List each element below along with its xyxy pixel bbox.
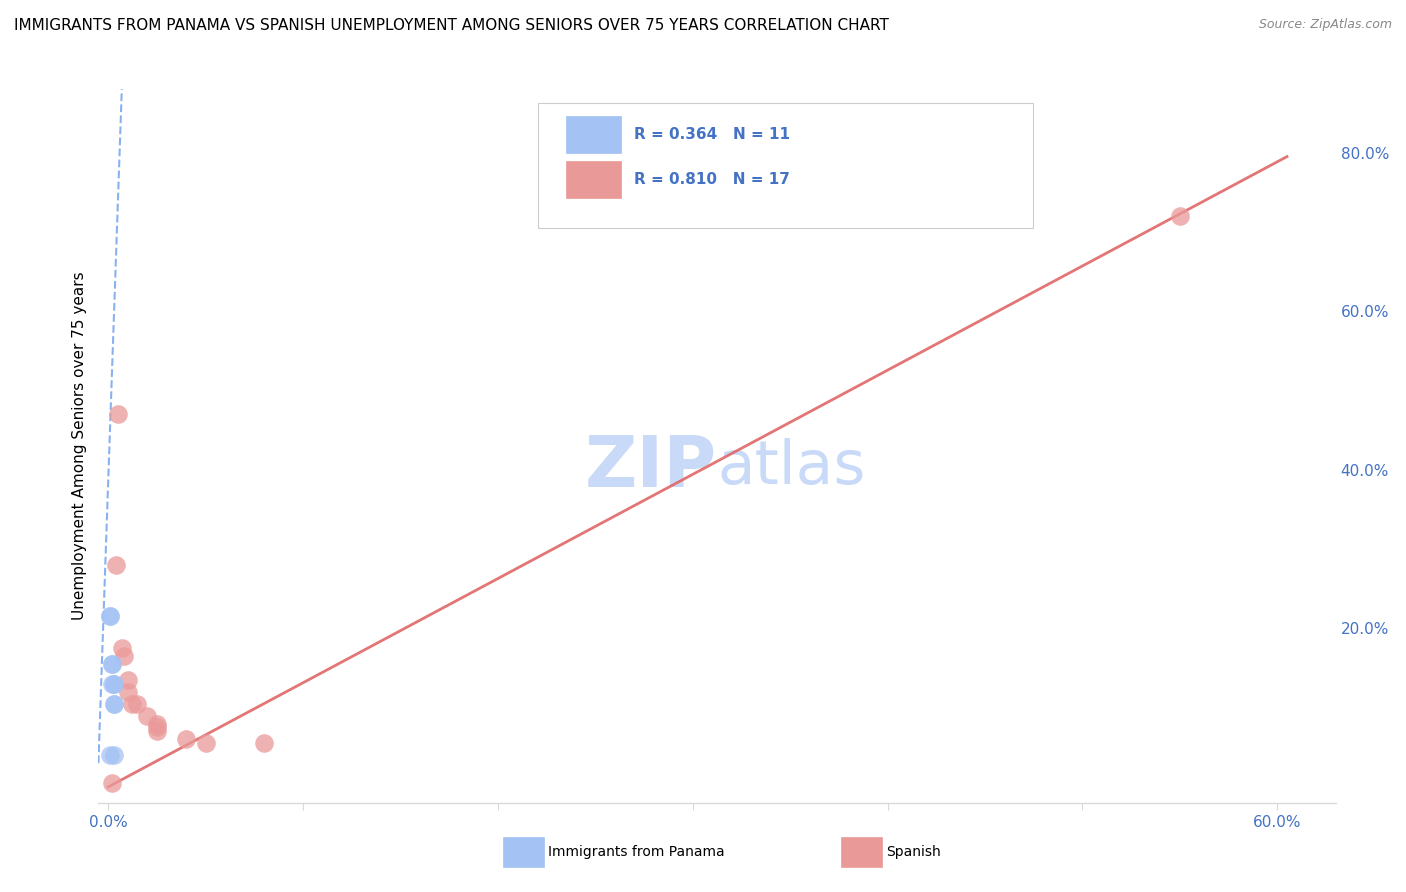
- Point: [98, 609, 121, 624]
- Point: [146, 721, 169, 735]
- Point: [1168, 209, 1191, 223]
- Point: [103, 677, 125, 691]
- FancyBboxPatch shape: [537, 103, 1032, 228]
- Point: [146, 724, 169, 739]
- Point: [101, 677, 124, 691]
- Point: [103, 697, 125, 711]
- FancyBboxPatch shape: [567, 116, 620, 153]
- Point: [112, 649, 135, 664]
- Point: [101, 657, 124, 671]
- Point: [174, 732, 197, 747]
- Point: [117, 673, 139, 687]
- Text: R = 0.364   N = 11: R = 0.364 N = 11: [634, 128, 790, 143]
- Point: [121, 697, 143, 711]
- Point: [253, 736, 276, 750]
- Point: [194, 736, 217, 750]
- Point: [101, 657, 124, 671]
- Point: [103, 748, 125, 763]
- Point: [111, 641, 134, 656]
- Point: [136, 708, 159, 723]
- Text: atlas: atlas: [717, 438, 866, 497]
- Point: [104, 558, 127, 572]
- Point: [101, 776, 124, 790]
- Text: Spanish: Spanish: [886, 845, 941, 859]
- FancyBboxPatch shape: [567, 161, 620, 198]
- Point: [98, 748, 121, 763]
- Y-axis label: Unemployment Among Seniors over 75 years: Unemployment Among Seniors over 75 years: [72, 272, 87, 620]
- Text: ZIP: ZIP: [585, 433, 717, 502]
- Point: [103, 697, 125, 711]
- Point: [117, 685, 139, 699]
- Point: [98, 609, 121, 624]
- Point: [103, 677, 125, 691]
- Point: [127, 697, 149, 711]
- Point: [107, 407, 129, 421]
- Text: IMMIGRANTS FROM PANAMA VS SPANISH UNEMPLOYMENT AMONG SENIORS OVER 75 YEARS CORRE: IMMIGRANTS FROM PANAMA VS SPANISH UNEMPL…: [14, 18, 889, 33]
- Text: Source: ZipAtlas.com: Source: ZipAtlas.com: [1258, 18, 1392, 31]
- Text: R = 0.810   N = 17: R = 0.810 N = 17: [634, 171, 790, 186]
- Text: Immigrants from Panama: Immigrants from Panama: [548, 845, 725, 859]
- Point: [146, 716, 169, 731]
